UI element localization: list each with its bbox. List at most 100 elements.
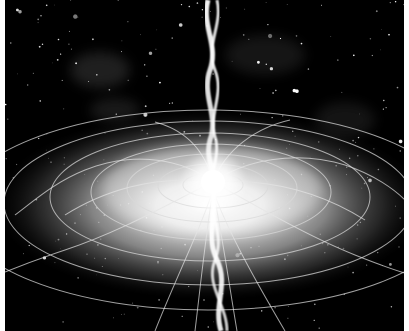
star xyxy=(127,21,129,23)
star xyxy=(75,62,77,65)
star xyxy=(70,0,72,1)
star xyxy=(57,38,60,41)
star xyxy=(45,4,48,7)
star xyxy=(269,67,273,71)
star xyxy=(39,100,41,102)
star xyxy=(178,23,183,27)
star xyxy=(382,108,384,110)
star xyxy=(399,150,401,152)
star xyxy=(180,4,183,6)
star xyxy=(41,43,44,45)
star xyxy=(62,321,64,323)
star xyxy=(121,314,122,315)
star xyxy=(231,60,233,62)
star xyxy=(38,137,40,140)
star xyxy=(244,8,246,10)
star xyxy=(272,92,274,94)
star xyxy=(68,43,70,45)
star xyxy=(359,113,360,115)
star xyxy=(144,105,147,108)
star xyxy=(265,63,267,65)
star xyxy=(7,118,9,120)
star xyxy=(390,306,393,308)
star xyxy=(159,81,161,84)
star xyxy=(16,8,19,12)
star xyxy=(32,72,34,74)
space-scene xyxy=(5,0,404,331)
star xyxy=(73,14,78,19)
star xyxy=(56,59,59,61)
star xyxy=(121,40,123,42)
star xyxy=(144,64,146,66)
star xyxy=(330,36,332,37)
star xyxy=(121,51,122,53)
star xyxy=(385,107,387,109)
star xyxy=(389,1,391,4)
star xyxy=(92,38,94,41)
star xyxy=(286,4,288,5)
star xyxy=(113,317,114,319)
star xyxy=(63,108,65,110)
star xyxy=(117,0,119,1)
star xyxy=(37,18,40,21)
star xyxy=(188,5,191,8)
star xyxy=(52,62,53,64)
star xyxy=(181,315,183,317)
star xyxy=(403,4,404,6)
star xyxy=(61,79,63,81)
star xyxy=(115,113,118,115)
star xyxy=(388,33,390,36)
jet-lower xyxy=(209,189,229,331)
scene-svg xyxy=(5,0,404,331)
star xyxy=(5,103,7,106)
star xyxy=(275,89,277,92)
star xyxy=(196,2,199,4)
star xyxy=(341,91,343,93)
star xyxy=(209,11,211,13)
star xyxy=(257,60,260,64)
star xyxy=(295,89,299,93)
star xyxy=(242,34,245,36)
star xyxy=(274,306,276,309)
star xyxy=(169,102,171,104)
star xyxy=(265,2,267,3)
star xyxy=(337,59,339,61)
star xyxy=(140,34,142,36)
star xyxy=(375,10,378,13)
star xyxy=(248,38,250,41)
star xyxy=(158,299,160,301)
star xyxy=(148,51,153,55)
star xyxy=(292,88,296,93)
star xyxy=(132,302,134,304)
star xyxy=(201,9,204,11)
star xyxy=(279,37,282,40)
star xyxy=(394,1,397,3)
star xyxy=(10,42,12,44)
star xyxy=(155,48,157,50)
star xyxy=(108,89,111,91)
star xyxy=(307,68,310,70)
star xyxy=(300,42,303,45)
star xyxy=(146,75,148,77)
star xyxy=(268,33,273,39)
star xyxy=(287,306,289,307)
star xyxy=(313,319,315,321)
star xyxy=(68,30,70,32)
star xyxy=(389,263,392,266)
star xyxy=(127,79,129,81)
star xyxy=(295,35,298,37)
star xyxy=(398,139,403,144)
star xyxy=(171,37,173,39)
star xyxy=(321,4,322,6)
star xyxy=(23,253,24,255)
star xyxy=(380,49,381,51)
star xyxy=(207,326,209,328)
star xyxy=(383,99,385,102)
star xyxy=(353,54,355,57)
star xyxy=(212,73,214,75)
star xyxy=(37,22,39,24)
star xyxy=(54,4,55,6)
star xyxy=(213,321,215,323)
star xyxy=(123,313,125,315)
